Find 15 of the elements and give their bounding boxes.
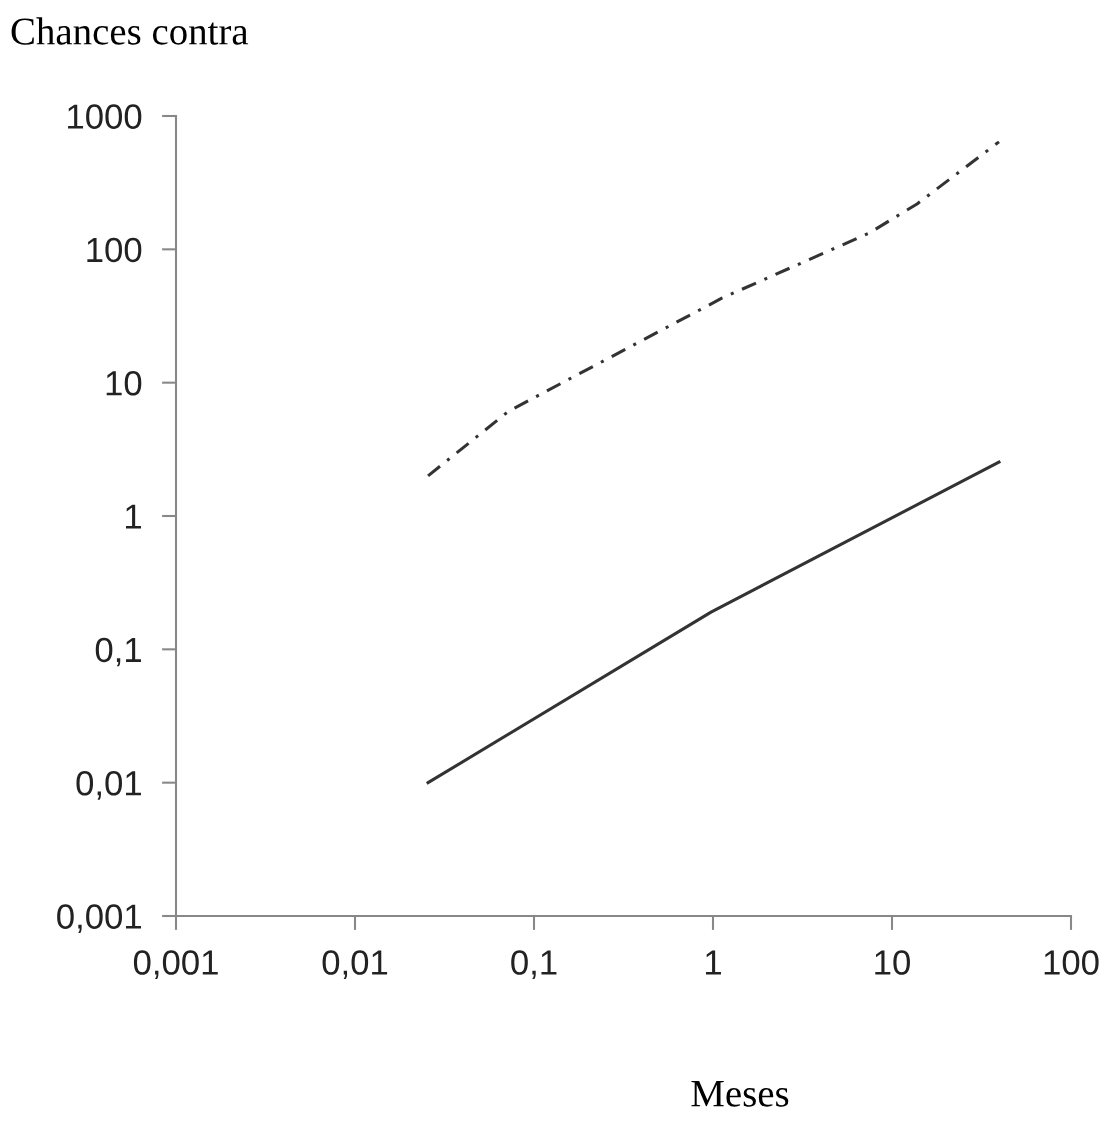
y-tick-label: 0,001	[57, 904, 141, 934]
y-tick-label: 100	[87, 237, 142, 263]
y-tick-label: 1	[126, 504, 141, 529]
x-tick-label: 0,01	[322, 950, 388, 979]
x-axis-title: Meses	[691, 1080, 789, 1107]
y-tick-label: 0,01	[76, 771, 141, 800]
y-tick-label: 0,1	[95, 637, 141, 667]
chart-title: Chances contra	[11, 17, 249, 45]
x-tick-label: 0,001	[133, 950, 218, 979]
x-tick-label: 10	[875, 950, 910, 975]
x-tick-label: 1	[705, 950, 721, 975]
x-tick-label: 100	[1044, 950, 1099, 975]
x-tick-label: 0,1	[511, 950, 557, 979]
y-tick-label: 1000	[68, 104, 142, 129]
y-tick-label: 10	[106, 371, 142, 396]
